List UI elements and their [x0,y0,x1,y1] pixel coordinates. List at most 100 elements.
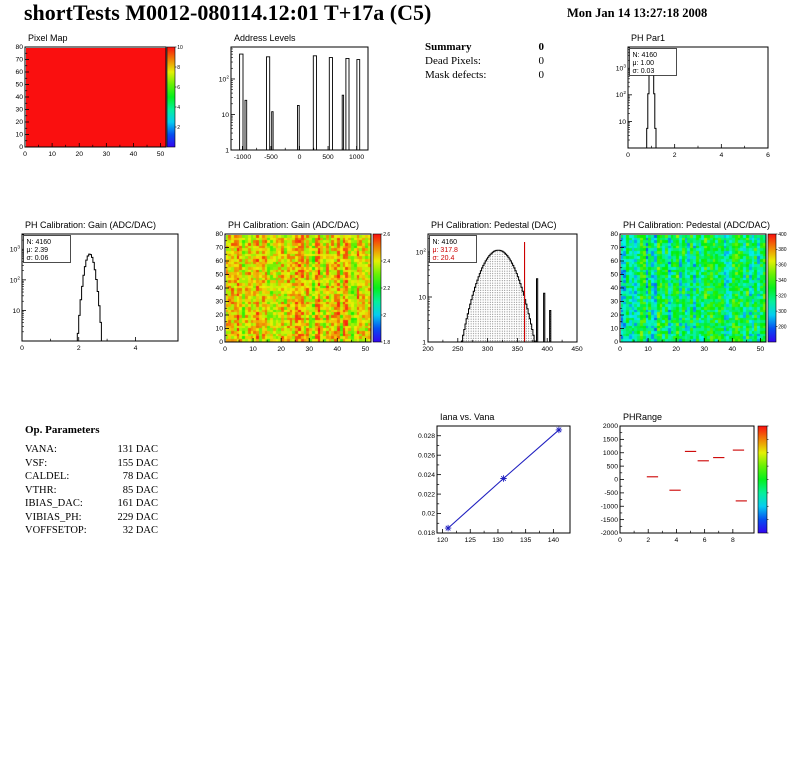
svg-text:6: 6 [766,152,770,159]
svg-text:2: 2 [646,537,650,544]
vthr-label: VTHR: [25,484,57,496]
gain_hist-plot: PH Calibration: Gain (ADC/DAC) 0 2 4 10 102 10… [10,220,179,352]
svg-text:-1500: -1500 [601,517,619,524]
op-row-ibias-dac: IBIAS_DAC: 161 DAC [25,497,158,511]
svg-text:4: 4 [177,105,180,111]
svg-text:0: 0 [223,346,227,353]
svg-text:20: 20 [15,119,23,126]
svg-text:10: 10 [221,112,229,119]
op-row-vana: VANA: 131 DAC [25,443,158,457]
svg-text:-2000: -2000 [601,530,619,537]
ibias-dac-value: 161 DAC [117,498,158,509]
iana-marker [500,475,507,482]
op-row-caldel: CALDEL: 78 DAC [25,470,158,484]
pixel_map-frame [24,46,167,148]
svg-text:1500: 1500 [603,437,618,444]
svg-text:40: 40 [15,94,23,101]
svg-text:60: 60 [15,69,23,76]
pedestal_map-axes: 0 10 20 30 40 50 0 10 20 30 40 50 60 70 80 [610,231,764,353]
svg-text:-1000: -1000 [234,154,252,161]
caldel-label: CALDEL: [25,471,70,482]
ph_range-frame [619,425,755,534]
address_levels-title: Address Levels [234,33,296,43]
gain_hist-axes: 0 2 4 10 102 103 [10,234,138,352]
op-row-vibias-ph: VIBIAS_PH: 229 DAC [25,511,158,525]
panel-pedestal-map: PH Calibration: Pedestal (ADC/DAC) 0 10 20 3… [600,220,796,360]
svg-text:0: 0 [298,154,302,161]
page-title: shortTests M0012-080114.12:01 T+17a (C5) [24,0,432,25]
svg-text:N: 4160: N: 4160 [633,52,658,59]
svg-text:1.8: 1.8 [383,340,390,346]
iana-marker [444,524,452,532]
svg-text:8: 8 [731,537,735,544]
svg-text:0: 0 [19,144,23,151]
svg-text:320: 320 [778,294,787,300]
svg-text:340: 340 [778,278,787,284]
mask-defects-label: Mask defects: [425,69,487,81]
pixel_map-title: Pixel Map [28,33,68,43]
svg-text:0.024: 0.024 [418,472,435,479]
svg-text:450: 450 [571,346,583,353]
panel-ph-range: PHRange 0 2 4 6 8 2000 1500 1000 500 0 -500 -1000 -15… [592,412,796,552]
panel-gain-map: PH Calibration: Gain (ADC/DAC) 0 10 20 30 40 5… [205,220,405,360]
svg-text:1: 1 [422,339,426,346]
summary-row-dead-pixels: Dead Pixels: 0 [425,54,544,68]
svg-text:0: 0 [618,537,622,544]
gain_map-title: PH Calibration: Gain (ADC/DAC) [228,220,359,230]
pixel_map-axes: 0 10 20 30 40 50 0 10 20 30 40 50 60 70 80 [15,44,164,158]
svg-text:10: 10 [215,326,223,333]
svg-text:300: 300 [778,309,787,315]
gain_map-axes: 0 10 20 30 40 50 0 10 20 30 40 50 60 70 80 [215,231,369,353]
svg-text:0.026: 0.026 [418,452,435,459]
iana-plot: Iana vs. Vana 120 125 130 135 140 0.018 0.02 0.0… [418,412,571,544]
svg-text:50: 50 [215,272,223,279]
svg-text:10: 10 [15,132,23,139]
svg-text:500: 500 [322,154,334,161]
svg-text:8: 8 [177,65,180,71]
svg-text:200: 200 [422,346,434,353]
svg-text:400: 400 [778,232,787,238]
svg-text:0.028: 0.028 [418,433,435,440]
summary-total: 0 [538,41,545,53]
address_levels-axes: -1000 -500 0 500 1000 1 10 102 [219,48,364,161]
page-date: Mon Jan 14 13:27:18 2008 [567,6,708,20]
svg-text:10: 10 [12,308,20,315]
svg-text:N: 4160: N: 4160 [27,239,52,246]
svg-text:20: 20 [610,312,618,319]
svg-text:10: 10 [644,346,652,353]
svg-text:40: 40 [729,346,737,353]
gain_map-heatmap [225,234,371,342]
svg-text:70: 70 [215,245,223,252]
ibias-dac-label: IBIAS_DAC: [25,498,83,509]
svg-text:2000: 2000 [603,423,618,430]
svg-text:130: 130 [492,537,504,544]
svg-text:30: 30 [610,299,618,306]
summary-header-row: Summary 0 [425,40,544,54]
gain_hist-title: PH Calibration: Gain (ADC/DAC) [25,220,156,230]
svg-text:4: 4 [719,152,723,159]
iana-frame [436,425,571,534]
svg-text:10: 10 [610,326,618,333]
svg-text:-500: -500 [604,490,618,497]
svg-text:2.6: 2.6 [383,232,390,238]
pedestal_hist-title: PH Calibration: Pedestal (DAC) [431,220,557,230]
iana-marker [555,426,563,434]
svg-text:10: 10 [418,294,426,301]
svg-text:500: 500 [607,463,619,470]
op-row-vthr: VTHR: 85 DAC [25,484,158,498]
op-parameters-block: Op. Parameters VANA: 131 DAC VSF: 155 DA… [25,424,158,538]
ph_range-plot: PHRange 0 2 4 6 8 2000 1500 1000 500 0 -500 -1000 -15… [601,412,769,544]
vsf-value: 155 DAC [117,457,158,469]
svg-text:40: 40 [610,285,618,292]
svg-text:103: 103 [10,245,21,254]
address_levels-series [239,53,361,150]
svg-text:N: 4160: N: 4160 [433,239,458,246]
svg-text:6: 6 [703,537,707,544]
svg-text:2: 2 [673,152,677,159]
mask-defects-value: 0 [538,69,545,81]
svg-text:30: 30 [305,346,313,353]
